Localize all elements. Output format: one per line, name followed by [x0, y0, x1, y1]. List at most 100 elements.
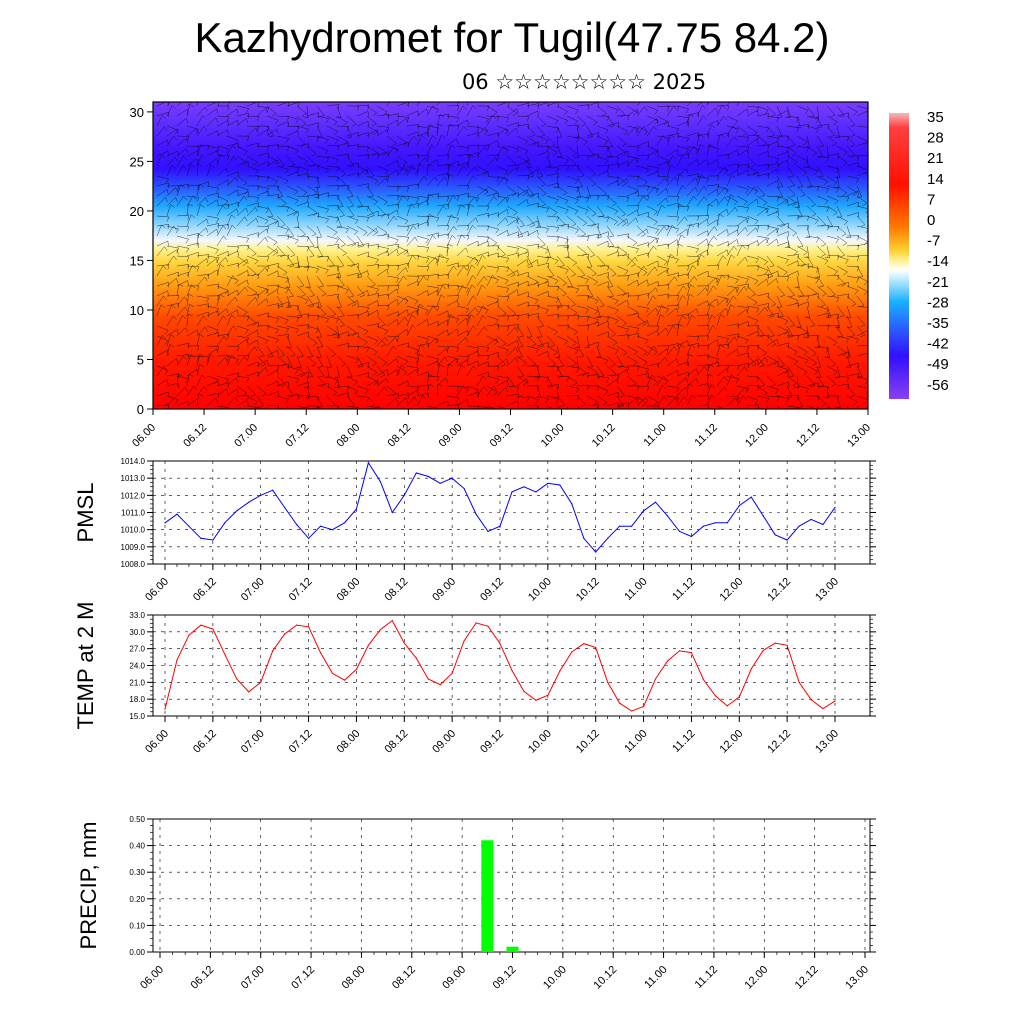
pmsl-y-tick-label: 1012.0 — [121, 491, 146, 500]
temp-point — [643, 705, 645, 708]
pmsl-y-tick-label: 1011.0 — [121, 509, 145, 518]
temp-point — [499, 643, 501, 645]
temp-point — [535, 699, 537, 701]
pmsl-point — [403, 494, 405, 496]
pmsl-point — [224, 522, 226, 524]
precip-y-tick-label: 0.00 — [129, 948, 145, 957]
pmsl-point — [702, 525, 705, 527]
temp-x-tick-label: 09.00 — [430, 728, 458, 756]
temp-point — [355, 668, 357, 671]
temp-point — [834, 700, 836, 702]
x-tick-label: 09.12 — [488, 422, 516, 450]
pmsl-point — [678, 530, 681, 533]
pmsl-point — [176, 513, 178, 515]
colorbar-gradient — [889, 113, 909, 399]
pmsl-point — [714, 522, 717, 524]
precip-x-tick-label: 11.00 — [642, 964, 669, 991]
pmsl-y-tick-label: 1013.0 — [121, 474, 146, 483]
temp-point — [666, 660, 669, 662]
wind-barbs — [156, 102, 868, 409]
pmsl-y-tick-label: 1009.0 — [121, 543, 146, 552]
precip-x-tick-label: 09.12 — [491, 964, 519, 992]
temp-point — [798, 681, 800, 683]
pmsl-point — [367, 462, 369, 464]
colorbar-label: -21 — [927, 274, 949, 291]
precip-y-tick-label: 0.50 — [129, 815, 145, 824]
temp-point — [547, 694, 549, 696]
temp-y-tick-label: 18.0 — [129, 695, 145, 704]
pmsl-x-tick-label: 09.12 — [478, 576, 506, 604]
pmsl-point — [834, 506, 836, 508]
x-tick-label: 09.00 — [437, 422, 465, 450]
pmsl-x-tick-label: 06.12 — [191, 576, 219, 604]
pmsl-point — [738, 505, 740, 507]
x-tick-label: 10.00 — [539, 422, 567, 450]
wind-barb-lines — [156, 102, 868, 409]
colorbar-label: -42 — [927, 336, 949, 353]
temp-point — [571, 651, 573, 653]
temp-point — [595, 646, 597, 649]
temp-point — [308, 626, 310, 628]
temp-point — [427, 678, 429, 680]
x-tick-label: 13.00 — [845, 422, 873, 450]
pmsl-point — [762, 515, 764, 517]
temp-y-tick-label: 33.0 — [129, 611, 145, 620]
temp-point — [822, 708, 824, 710]
precip-x-tick-label: 08.00 — [340, 964, 368, 992]
temp-point — [619, 702, 621, 704]
cross-section-x-axis: 06.00 06.12 07.00 07.12 08.00 08.12 09.00 09.12… — [130, 409, 873, 450]
pmsl-point — [535, 491, 537, 493]
temp-point — [248, 691, 250, 693]
pmsl-point — [248, 501, 250, 503]
pmsl-point — [188, 525, 190, 527]
pmsl-point — [774, 534, 776, 536]
colorbar-label: 28 — [927, 130, 944, 147]
temp-y-tick-label: 27.0 — [129, 645, 145, 654]
temp-y-tick-label: 24.0 — [129, 662, 145, 671]
pmsl-x-tick-label: 09.00 — [430, 576, 458, 604]
y-tick-label: 30 — [130, 105, 144, 120]
colorbar-label: -28 — [927, 294, 949, 311]
precip-x-tick-label: 10.00 — [541, 964, 569, 992]
colorbar-label: -35 — [927, 315, 949, 332]
x-tick-label: 12.12 — [794, 422, 822, 450]
temp-x-tick-label: 13.00 — [813, 728, 841, 756]
pmsl-point — [654, 501, 657, 503]
pmsl-point — [487, 530, 489, 533]
pmsl-point — [607, 537, 609, 539]
x-tick-label: 12.00 — [743, 422, 771, 450]
x-tick-label: 07.12 — [283, 422, 311, 450]
x-tick-label: 11.00 — [641, 422, 668, 449]
y-tick-label: 0 — [137, 402, 144, 417]
temp-point — [200, 624, 202, 626]
pmsl-x-tick-label: 10.12 — [574, 576, 602, 604]
y-tick-label: 5 — [137, 352, 144, 367]
pmsl-point — [499, 525, 501, 527]
pmsl-x-tick-label: 13.00 — [813, 576, 841, 604]
pmsl-point — [523, 486, 525, 488]
pmsl-x-tick-label: 08.12 — [382, 576, 410, 604]
colorbar-label: 21 — [927, 150, 944, 167]
temp-x-tick-label: 09.12 — [478, 728, 506, 756]
temp-point — [702, 678, 705, 681]
precip-x-tick-label: 12.00 — [742, 964, 770, 992]
pmsl-point — [319, 525, 322, 527]
precip-bar — [481, 840, 494, 952]
pmsl-point — [583, 537, 585, 539]
temp-point — [750, 668, 752, 670]
precip-y-tick-label: 0.20 — [129, 895, 145, 904]
y-tick-label: 10 — [130, 303, 144, 318]
pmsl-x-tick-label: 06.00 — [143, 576, 171, 604]
temp-point — [379, 629, 381, 631]
precip-bar — [506, 946, 519, 952]
pmsl-panel: 06.00 06.12 07.00 07.12 08.00 08.12 09.00 09.12… — [73, 457, 876, 604]
temp-point — [403, 642, 405, 644]
temp-point — [475, 622, 477, 624]
pmsl-point — [786, 539, 788, 541]
pmsl-point — [726, 522, 728, 524]
x-tick-label: 11.12 — [693, 422, 720, 449]
colorbar-label: -49 — [927, 356, 949, 373]
temp-point — [559, 670, 561, 672]
pmsl-point — [595, 551, 597, 553]
